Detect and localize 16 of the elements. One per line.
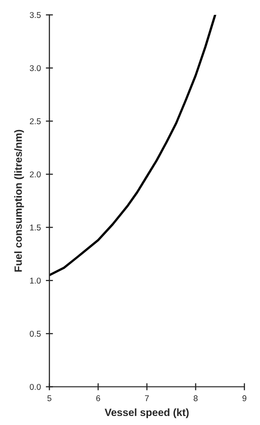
y-tick-label: 2.0: [30, 171, 41, 178]
y-axis-title: Fuel consumption (litres/nm): [14, 130, 24, 272]
y-tick-label: 0.5: [30, 330, 41, 337]
line-series: [49, 14, 216, 276]
y-tick-label: 0.0: [30, 384, 41, 390]
x-tick-label: 7: [145, 395, 149, 402]
x-axis-title: Vessel speed (kt): [104, 408, 189, 418]
y-tick-label: 1.5: [30, 224, 41, 230]
y-tick-label: 2.5: [30, 118, 41, 124]
x-tick-label: 5: [47, 395, 52, 402]
y-tick-label: 3.0: [30, 65, 41, 72]
y-tick-label: 3.5: [30, 12, 41, 18]
y-tick-label: 1.0: [30, 278, 41, 284]
x-tick-label: 9: [242, 395, 246, 402]
x-tick-label: 6: [96, 395, 100, 402]
x-tick-label: 8: [194, 395, 198, 402]
